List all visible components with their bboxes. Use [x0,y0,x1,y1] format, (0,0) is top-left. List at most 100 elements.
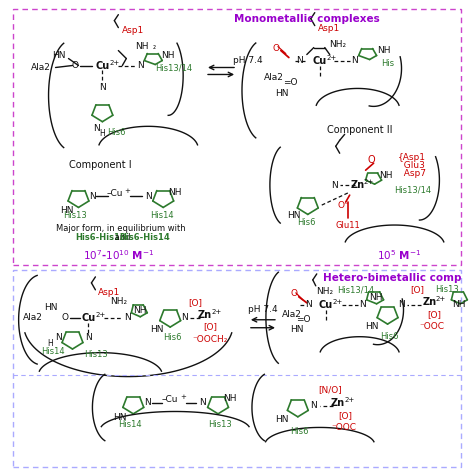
Text: N: N [124,313,131,322]
Text: HN: HN [287,210,301,219]
Text: HN: HN [275,89,289,98]
Text: Asp7: Asp7 [398,169,426,178]
Text: NH₂: NH₂ [329,40,346,49]
Text: 2+: 2+ [212,309,222,315]
Text: ⁻OOC: ⁻OOC [331,423,356,432]
Text: –Cu: –Cu [162,395,178,404]
Text: His13/14: His13/14 [337,285,374,294]
Text: Glu11: Glu11 [335,220,360,229]
Text: N: N [99,83,106,92]
Text: 2+: 2+ [95,312,106,318]
Text: Cu: Cu [95,61,109,71]
Text: HN: HN [365,322,378,331]
Text: N: N [93,124,100,133]
Text: His13: His13 [436,285,459,294]
Text: NH: NH [453,301,466,310]
Text: NH: NH [377,46,390,55]
Text: N: N [305,301,312,310]
Text: His6: His6 [291,427,309,436]
Text: O⁻: O⁻ [338,201,349,210]
Text: +: + [180,393,186,400]
Text: Cu: Cu [82,313,96,323]
Text: His14: His14 [41,347,64,356]
Text: His6: His6 [298,218,316,227]
Text: His: His [381,59,394,68]
Text: NH: NH [134,306,147,315]
Text: [O]: [O] [188,298,202,307]
Text: [O]: [O] [339,411,353,420]
Text: NH: NH [369,293,383,302]
Text: His14: His14 [118,420,142,429]
Text: HN: HN [52,51,65,60]
Text: H: H [48,339,54,348]
Text: 2+: 2+ [345,397,355,402]
Text: 2+: 2+ [364,179,374,185]
Text: N: N [199,398,205,407]
Text: His6-His14: His6-His14 [119,233,170,241]
Text: ⁻OOC: ⁻OOC [419,322,444,331]
Text: NH: NH [379,171,392,180]
Text: Zn: Zn [198,310,212,320]
Text: pH 7.4: pH 7.4 [248,305,278,314]
Text: N: N [310,401,317,410]
Text: O: O [273,44,279,53]
Text: Cu: Cu [313,55,327,65]
Text: His6-His13: His6-His13 [75,233,126,241]
Text: N: N [331,181,338,190]
Text: His6: His6 [107,128,126,137]
Text: Glu3: Glu3 [398,161,424,170]
Text: ₂: ₂ [153,42,156,51]
Text: His6: His6 [380,332,399,341]
Text: Major form, in equilibrium with: Major form, in equilibrium with [55,224,185,233]
Text: 2+: 2+ [435,296,446,302]
Text: N: N [181,313,188,322]
Text: Zn: Zn [422,297,437,307]
Text: [O]: [O] [428,310,441,319]
Text: 2+: 2+ [109,60,119,65]
Text: Component I: Component I [69,160,132,170]
Text: +: + [124,188,130,194]
Text: O: O [368,155,375,165]
Text: His13/14: His13/14 [155,64,193,73]
Text: [O]: [O] [410,285,425,294]
Text: Ala2: Ala2 [264,73,284,82]
Text: HN: HN [60,206,73,215]
Text: Asp1: Asp1 [318,24,340,33]
Text: H: H [100,129,105,138]
Text: NH: NH [162,51,175,60]
Text: N: N [296,56,303,65]
Text: NH: NH [223,394,237,403]
Text: N: N [55,333,62,342]
Text: $10^7$-$10^{10}$ M$^{-1}$: $10^7$-$10^{10}$ M$^{-1}$ [82,248,154,262]
Text: HN: HN [275,415,289,424]
Text: Monometallic complexes: Monometallic complexes [234,14,380,24]
Text: NH₂: NH₂ [316,287,333,296]
Text: N: N [398,301,405,310]
Text: NH: NH [168,188,182,197]
Text: –Cu: –Cu [106,189,123,198]
Text: His13: His13 [208,420,232,429]
Text: Cu: Cu [319,300,333,310]
Text: Component II: Component II [327,125,392,135]
Text: HN: HN [114,413,127,422]
Text: HN: HN [150,325,164,334]
Text: 2+: 2+ [333,299,343,305]
Text: $10^5$ M$^{-1}$: $10^5$ M$^{-1}$ [377,248,422,262]
Text: Ala2: Ala2 [31,63,51,72]
Text: [N/O]: [N/O] [318,385,342,394]
Text: ⁻OOCH₂: ⁻OOCH₂ [192,335,228,344]
Text: His6: His6 [163,333,182,342]
Text: =O: =O [283,78,297,87]
Text: O: O [72,61,79,70]
Text: Zn: Zn [331,398,345,408]
Text: HN: HN [290,325,303,334]
Bar [13,9,461,265]
Bar [13,270,461,467]
Text: His13/14: His13/14 [394,186,432,195]
Text: 2+: 2+ [327,55,337,61]
Text: N: N [85,333,92,342]
Text: and: and [112,233,133,241]
Text: NH: NH [136,42,149,51]
Text: HN: HN [44,303,57,312]
Text: N: N [144,398,151,407]
